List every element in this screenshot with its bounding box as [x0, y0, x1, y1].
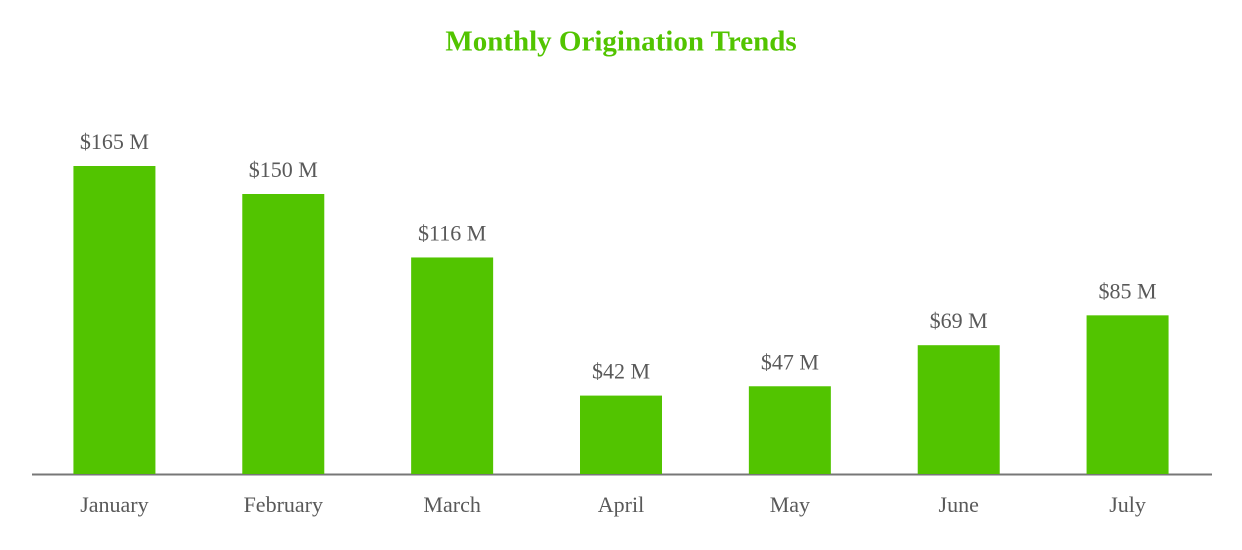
x-tick-label: July [1109, 492, 1146, 517]
value-label: $150 M [249, 157, 318, 182]
value-label: $42 M [592, 359, 650, 384]
x-tick-label: May [770, 492, 810, 517]
value-label: $47 M [761, 349, 819, 374]
bar [748, 386, 831, 474]
x-tick-label: February [244, 492, 323, 517]
bar [917, 345, 1000, 474]
x-tick-label: March [423, 492, 480, 517]
chart-title: Monthly Origination Trends [445, 26, 796, 58]
x-tick-label: January [80, 492, 148, 517]
bar [580, 395, 662, 474]
bar [1086, 315, 1169, 474]
value-label: $165 M [80, 129, 149, 154]
x-tick-label: June [939, 492, 979, 517]
x-tick-label: April [598, 492, 644, 517]
value-label: $85 M [1099, 278, 1157, 303]
value-label: $116 M [418, 221, 486, 246]
bar [73, 166, 156, 474]
bar [242, 194, 325, 474]
bar [411, 257, 494, 474]
value-label: $69 M [930, 308, 988, 333]
